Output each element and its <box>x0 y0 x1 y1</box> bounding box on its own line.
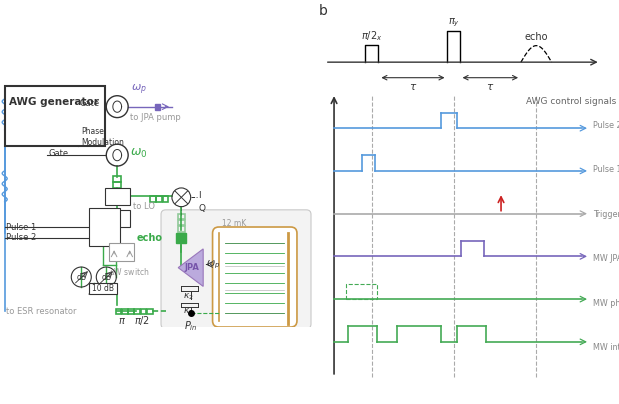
Bar <box>163 196 168 202</box>
Text: $\omega_p$: $\omega_p$ <box>131 83 147 97</box>
Bar <box>141 309 146 314</box>
FancyBboxPatch shape <box>110 243 134 261</box>
Bar <box>178 220 185 225</box>
Text: echo: echo <box>524 32 548 42</box>
Text: to JPA pump: to JPA pump <box>130 113 181 122</box>
Bar <box>122 309 128 314</box>
Text: Pulse 1: Pulse 1 <box>6 223 37 231</box>
Polygon shape <box>178 249 203 286</box>
Text: 12 mK: 12 mK <box>222 219 246 228</box>
Text: Pulse 2: Pulse 2 <box>6 234 37 242</box>
Bar <box>147 309 152 314</box>
Bar <box>113 176 121 182</box>
Text: Gate: Gate <box>48 149 69 158</box>
FancyBboxPatch shape <box>105 188 130 205</box>
FancyBboxPatch shape <box>212 227 297 327</box>
Text: 10 dB: 10 dB <box>92 284 114 293</box>
Text: AWG generator: AWG generator <box>9 97 99 107</box>
Text: JPA: JPA <box>184 263 199 272</box>
Text: $\omega_p$: $\omega_p$ <box>206 258 220 271</box>
Text: AWG control signals: AWG control signals <box>526 97 616 106</box>
Text: $\pi$: $\pi$ <box>118 316 126 326</box>
Text: $\pi_y$: $\pi_y$ <box>448 17 459 29</box>
Text: dB: dB <box>76 273 86 282</box>
Text: $P_{in}$: $P_{in}$ <box>184 319 197 333</box>
Text: $\tau$: $\tau$ <box>409 82 417 93</box>
Text: Pulse 1: Pulse 1 <box>593 165 619 174</box>
FancyBboxPatch shape <box>105 210 130 227</box>
Text: Phase
Modulation: Phase Modulation <box>81 127 124 147</box>
FancyBboxPatch shape <box>89 283 117 294</box>
Text: MW JPA pump: MW JPA pump <box>593 254 619 263</box>
Bar <box>150 196 155 202</box>
Bar <box>155 104 160 110</box>
Bar <box>346 284 377 299</box>
Text: $\pi/2$: $\pi/2$ <box>134 314 150 327</box>
Text: $\kappa_1$: $\kappa_1$ <box>183 307 194 317</box>
Text: MW phase modulation: MW phase modulation <box>593 299 619 307</box>
Text: to ESR resonator: to ESR resonator <box>6 307 77 316</box>
Bar <box>116 309 121 314</box>
Text: MW internal switch: MW internal switch <box>593 343 619 352</box>
Text: b: b <box>319 4 327 18</box>
Text: $\omega_0$: $\omega_0$ <box>130 147 147 160</box>
Text: Gate: Gate <box>80 99 100 108</box>
Bar <box>157 196 162 202</box>
FancyBboxPatch shape <box>5 86 105 146</box>
FancyBboxPatch shape <box>89 208 120 246</box>
Text: $\kappa_2$: $\kappa_2$ <box>183 291 194 302</box>
Text: I: I <box>199 191 201 200</box>
Bar <box>134 309 140 314</box>
Text: dB: dB <box>102 273 111 282</box>
Text: $\pi/2_x$: $\pi/2_x$ <box>361 29 383 43</box>
Text: $\tau$: $\tau$ <box>486 82 495 93</box>
Bar <box>113 189 121 194</box>
Text: $\mu$W switch: $\mu$W switch <box>110 266 150 279</box>
Text: Q: Q <box>199 204 206 213</box>
Text: Trigger acquisition: Trigger acquisition <box>593 210 619 219</box>
Bar <box>128 309 134 314</box>
FancyBboxPatch shape <box>161 210 311 328</box>
Bar <box>178 226 185 232</box>
Bar <box>113 182 121 188</box>
Text: to LO: to LO <box>133 202 155 211</box>
Text: echo: echo <box>137 233 163 243</box>
Bar <box>178 214 185 219</box>
Text: Pulse 2: Pulse 2 <box>593 121 619 130</box>
